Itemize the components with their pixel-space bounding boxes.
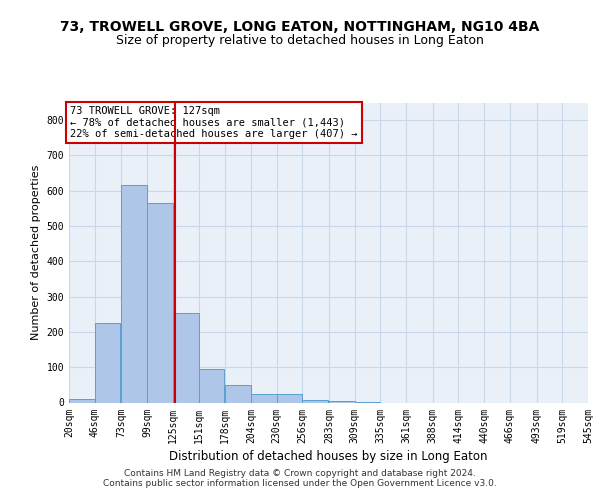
Text: Size of property relative to detached houses in Long Eaton: Size of property relative to detached ho…	[116, 34, 484, 47]
Y-axis label: Number of detached properties: Number of detached properties	[31, 165, 41, 340]
Bar	[173, 312, 199, 402]
Bar	[225, 385, 251, 402]
Bar	[302, 400, 328, 402]
Text: 73, TROWELL GROVE, LONG EATON, NOTTINGHAM, NG10 4BA: 73, TROWELL GROVE, LONG EATON, NOTTINGHA…	[61, 20, 539, 34]
Bar	[121, 186, 147, 402]
Bar	[69, 399, 95, 402]
Bar	[199, 369, 224, 402]
Bar	[95, 323, 121, 402]
Bar	[147, 203, 173, 402]
Text: 73 TROWELL GROVE: 127sqm
← 78% of detached houses are smaller (1,443)
22% of sem: 73 TROWELL GROVE: 127sqm ← 78% of detach…	[70, 106, 358, 139]
Bar	[251, 394, 277, 402]
Text: Contains public sector information licensed under the Open Government Licence v3: Contains public sector information licen…	[103, 479, 497, 488]
Bar	[277, 394, 302, 402]
Text: Contains HM Land Registry data © Crown copyright and database right 2024.: Contains HM Land Registry data © Crown c…	[124, 469, 476, 478]
X-axis label: Distribution of detached houses by size in Long Eaton: Distribution of detached houses by size …	[169, 450, 488, 462]
